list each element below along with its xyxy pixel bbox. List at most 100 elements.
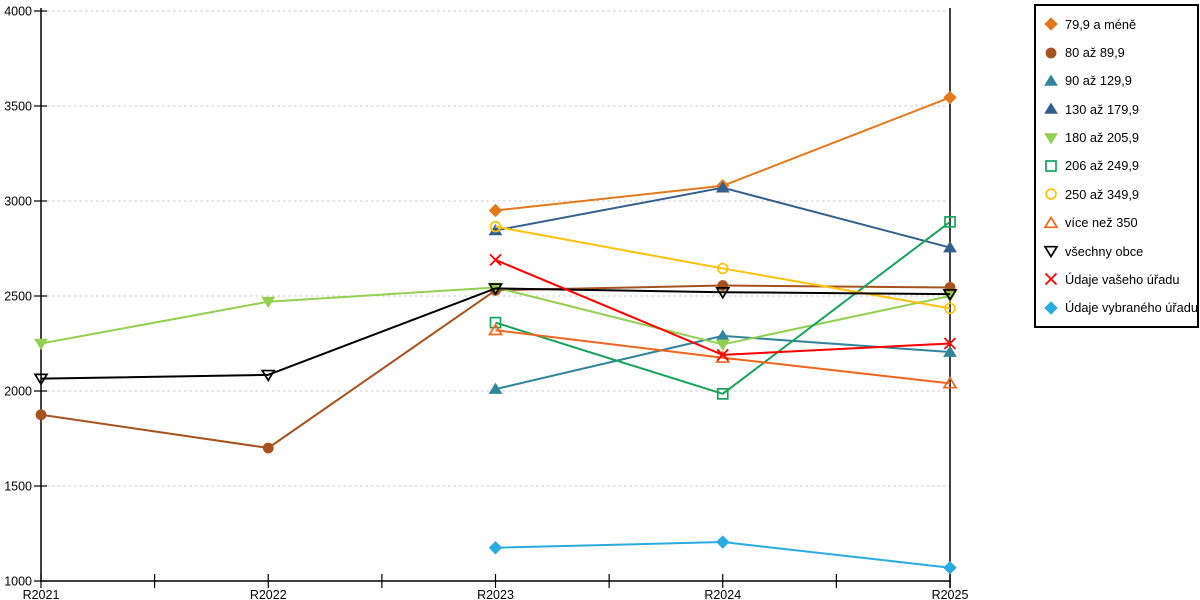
series-line (40, 287, 951, 380)
triangle-down-marker-icon (715, 287, 731, 300)
legend-triangle-up-icon (1044, 74, 1058, 86)
legend-triangle-down-icon (1043, 245, 1059, 259)
legend-item: 130 až 179,9 (1043, 101, 1195, 117)
triangle-up-marker-icon (1043, 215, 1059, 228)
legend-triangle-down-icon (1044, 132, 1058, 145)
triangle-down-marker-icon (487, 283, 504, 296)
legend-item: 206 až 249,9 (1043, 158, 1195, 174)
square-marker-icon (716, 388, 729, 400)
legend-item: 80 až 89,9 (1043, 45, 1195, 61)
y-tick-label: 3000 (4, 194, 32, 208)
legend-label: 130 až 179,9 (1065, 101, 1140, 117)
x-tick-label: R2025 (932, 588, 969, 600)
series-line (495, 221, 951, 395)
series-8 (33, 283, 958, 386)
diamond-marker-icon (1044, 301, 1058, 315)
series-line (495, 329, 951, 385)
x-marker-icon (716, 348, 729, 362)
circle-marker-icon (35, 409, 47, 421)
series-line (40, 286, 951, 346)
triangle-down-marker-icon (715, 339, 730, 351)
legend-diamond-icon (1044, 17, 1058, 31)
circle-marker-icon (489, 220, 502, 233)
series-3 (488, 181, 957, 253)
triangle-up-marker-icon (1044, 102, 1058, 115)
series-line (495, 96, 951, 212)
series-line (40, 284, 951, 449)
legend-item: více než 350 (1043, 215, 1195, 231)
y-tick-label: 1500 (4, 479, 32, 493)
legend-label: 180 až 205,9 (1065, 130, 1140, 146)
triangle-down-marker-icon (260, 369, 276, 382)
legend-item: Údaje vybraného úřadu (1043, 300, 1199, 316)
legend-item: 250 až 349,9 (1043, 186, 1195, 202)
x-tick-label: R2023 (477, 588, 514, 600)
legend-item: 180 až 205,9 (1043, 130, 1195, 146)
x-tick-label: R2024 (704, 588, 741, 600)
series-10 (488, 535, 957, 575)
x-tick-label: R2021 (23, 588, 60, 600)
legend-triangle-up-icon (1043, 215, 1059, 228)
series-0 (488, 90, 957, 218)
triangle-down-marker-icon (34, 338, 48, 350)
square-marker-icon (489, 316, 502, 329)
legend-item: 79,9 a méně (1043, 16, 1195, 32)
legend-label: 206 až 249,9 (1065, 158, 1140, 174)
series-1 (35, 280, 956, 454)
y-tick-label: 3500 (4, 99, 32, 113)
legend-label: Údaje vašeho úřadu (1065, 271, 1180, 287)
legend-label: všechny obce (1065, 243, 1144, 259)
series-5 (489, 216, 956, 400)
square-marker-icon (1045, 160, 1057, 172)
legend-circle-icon (1045, 188, 1057, 201)
diamond-marker-icon (488, 203, 503, 218)
triangle-up-marker-icon (715, 181, 730, 193)
legend-circle-icon (1045, 47, 1057, 58)
series-9 (489, 253, 957, 362)
legend-label: více než 350 (1065, 215, 1138, 231)
y-tick-label: 1000 (4, 574, 32, 588)
legend-label: 90 až 129,9 (1065, 73, 1132, 89)
diamond-marker-icon (488, 541, 503, 555)
circle-marker-icon (944, 302, 956, 315)
triangle-down-marker-icon (942, 288, 958, 302)
chart-legend: 79,9 a méně 80 až 89,9 90 až 129,9 130 až 1… (1034, 4, 1199, 328)
circle-marker-icon (1045, 47, 1057, 58)
triangle-up-marker-icon (487, 323, 504, 336)
triangle-up-marker-icon (943, 241, 957, 253)
legend-label: 79,9 a méně (1065, 16, 1137, 32)
triangle-up-marker-icon (942, 376, 958, 389)
square-marker-icon (944, 216, 956, 228)
legend-item: 90 až 129,9 (1043, 73, 1195, 89)
legend-label: Údaje vybraného úřadu (1065, 300, 1199, 316)
circle-marker-icon (1045, 188, 1057, 201)
y-tick-label: 2500 (4, 289, 32, 303)
triangle-down-marker-icon (1043, 245, 1059, 259)
circle-marker-icon (717, 280, 729, 291)
circle-marker-icon (716, 262, 729, 275)
triangle-up-marker-icon (488, 382, 503, 394)
series-6 (489, 220, 956, 315)
triangle-down-marker-icon (261, 296, 276, 309)
legend-label: 250 až 349,9 (1065, 186, 1140, 202)
legend-label: 80 až 89,9 (1065, 45, 1125, 61)
series-line (495, 225, 951, 310)
x-tick-label: R2022 (250, 588, 287, 600)
triangle-up-marker-icon (943, 345, 957, 357)
legend-triangle-up-icon (1044, 102, 1058, 115)
y-tick-label: 4000 (4, 4, 32, 18)
diamond-marker-icon (716, 535, 730, 549)
triangle-up-marker-icon (1044, 74, 1058, 86)
triangle-down-marker-icon (33, 373, 49, 386)
diamond-marker-icon (1044, 17, 1058, 31)
diamond-marker-icon (943, 560, 957, 575)
triangle-down-marker-icon (1044, 132, 1058, 145)
x-marker-icon (943, 337, 957, 350)
legend-x-icon (1044, 273, 1058, 286)
y-tick-label: 2000 (4, 384, 32, 398)
legend-item: Údaje vašeho úřadu (1043, 271, 1195, 287)
legend-diamond-icon (1044, 301, 1058, 315)
x-marker-icon (489, 253, 502, 267)
